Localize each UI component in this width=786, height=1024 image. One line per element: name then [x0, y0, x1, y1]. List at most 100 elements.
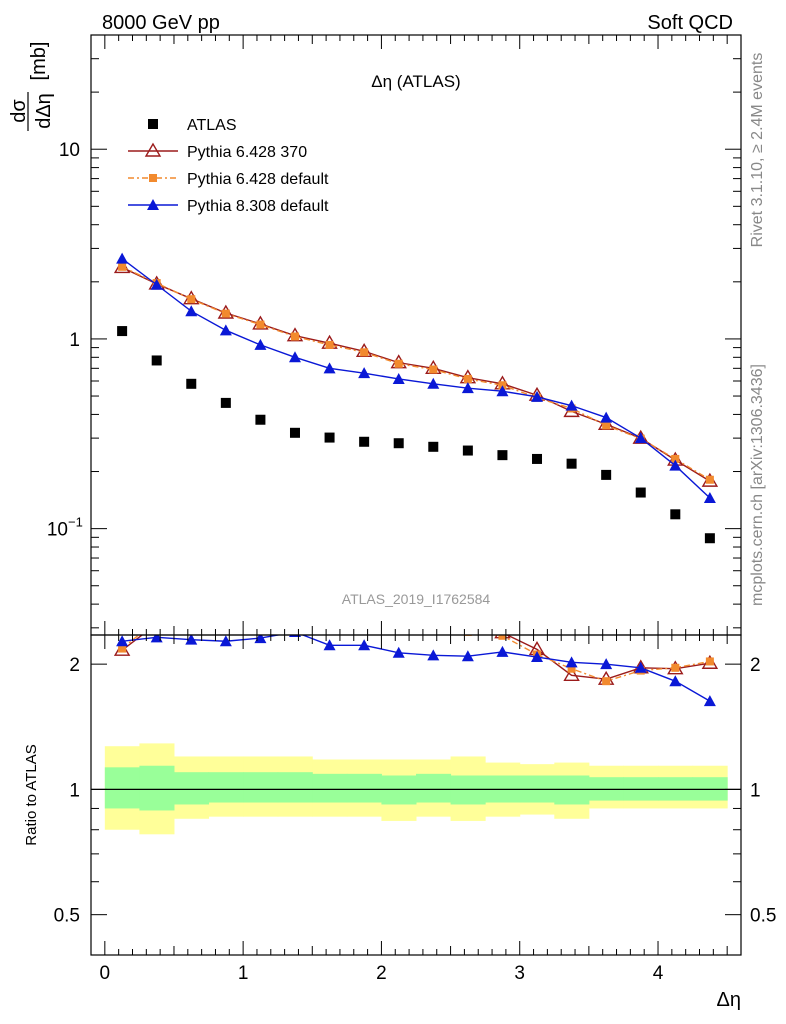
- data-point: [289, 427, 300, 438]
- ratio-data-point: [150, 617, 164, 629]
- ratio-data-point: [426, 610, 440, 622]
- ratio-data-point: [703, 695, 716, 707]
- data-point: [185, 305, 198, 317]
- ratio-data-point: [288, 569, 302, 581]
- ratio-data-point: [705, 657, 714, 666]
- x-axis-label: Δη: [717, 989, 741, 1011]
- ratio-data-point: [254, 635, 267, 644]
- ratio-data-point: [392, 646, 405, 658]
- data-point: [187, 295, 196, 304]
- legend-marker: [148, 119, 158, 129]
- ratio-data-point: [187, 600, 195, 608]
- y-tick-label: 1: [69, 330, 80, 351]
- data-point: [359, 436, 370, 447]
- y-tick-label: 10: [59, 140, 80, 161]
- ratio-data-point: [184, 598, 198, 610]
- data-point: [670, 509, 681, 520]
- ratio-data-point: [498, 635, 507, 640]
- data-point: [705, 475, 714, 484]
- ratio-data-point: [185, 635, 198, 645]
- data-point: [256, 320, 265, 329]
- data-point: [116, 252, 129, 264]
- x-tick-label: 0: [100, 963, 111, 984]
- data-point: [360, 348, 369, 357]
- data-point: [531, 390, 544, 402]
- legend-marker: [149, 174, 157, 182]
- legend-label: Pythia 8.308 default: [187, 198, 329, 215]
- data-point: [601, 469, 612, 480]
- data-point: [428, 441, 439, 452]
- data-point: [462, 445, 473, 456]
- main-series: [113, 252, 719, 544]
- ratio-data-point: [395, 611, 403, 619]
- y-axis-label: dσ dΔη [mb]: [8, 42, 55, 131]
- ratio-series-line: [121, 635, 710, 680]
- data-point: [288, 351, 301, 363]
- data-point: [324, 432, 335, 443]
- header-process-label: Soft QCD: [647, 12, 733, 34]
- y-tick-label: 1: [69, 780, 80, 801]
- ratio-data-point: [461, 650, 474, 662]
- ratio-data-point: [634, 661, 647, 673]
- data-point: [634, 432, 647, 444]
- y-tick-label-right: 0.5: [750, 906, 776, 927]
- ratio-plot-frame: [90, 634, 742, 956]
- legend-marker: [144, 142, 162, 157]
- data-point: [566, 458, 577, 469]
- data-point: [325, 340, 334, 349]
- x-tick-label: 2: [376, 963, 387, 984]
- legend-marker: [147, 199, 159, 210]
- ratio-data-point: [253, 573, 267, 585]
- ratio-data-point: [563, 666, 580, 682]
- band-inner: [139, 765, 175, 811]
- ratio-series-line: [121, 635, 711, 682]
- ratio-data-point: [496, 645, 509, 657]
- data-point: [254, 338, 267, 350]
- data-point: [461, 382, 474, 394]
- ratio-uncertainty-bands: [104, 743, 728, 835]
- y-tick-label: 0.5: [54, 906, 80, 927]
- ratio-plot-panel: 0 1 2 3 4 2 2 1 1 0.5 0.5 Ratio to ATLAS Δη: [23, 569, 776, 1011]
- ratio-data-point: [323, 639, 336, 651]
- band-inner: [312, 773, 348, 803]
- series-line: [121, 266, 711, 481]
- data-point: [671, 454, 680, 463]
- band-inner: [243, 772, 279, 803]
- data-point: [463, 374, 472, 383]
- mcplots-label: mcplots.cern.ch [arXiv:1306.3436]: [749, 364, 766, 606]
- ratio-data-point: [427, 649, 440, 661]
- data-point: [392, 372, 405, 384]
- y-tick-label: 2: [69, 655, 80, 676]
- data-point: [704, 533, 715, 544]
- legend-label: Pythia 6.428 370: [187, 144, 307, 161]
- data-point: [427, 377, 440, 389]
- data-point: [565, 399, 578, 411]
- ratio-data-point: [567, 664, 576, 673]
- main-axis-ticks: [91, 34, 741, 635]
- y-tick-label-right: 2: [750, 655, 761, 676]
- header-energy-label: 8000 GeV pp: [102, 12, 220, 34]
- data-point: [117, 326, 128, 337]
- analysis-label: ATLAS_2019_I1762584: [342, 591, 491, 607]
- data-point: [118, 262, 127, 271]
- data-point: [219, 324, 232, 336]
- ratio-axis-ticks: [91, 635, 741, 956]
- y-tick-label: 10: [47, 520, 68, 541]
- plot-title: Δη (ATLAS): [371, 72, 460, 91]
- y-axis-label-numerator: dσ: [8, 99, 30, 123]
- ratio-data-point: [392, 606, 406, 618]
- y-axis-label-denominator: dΔη: [33, 93, 55, 129]
- band-inner: [208, 772, 244, 803]
- ratio-data-point: [150, 635, 163, 643]
- data-point: [532, 453, 543, 464]
- data-point: [393, 438, 404, 449]
- band-inner: [173, 772, 210, 805]
- data-point: [497, 450, 508, 461]
- data-point: [220, 397, 231, 408]
- ratio-data-point: [565, 656, 578, 668]
- data-point: [429, 365, 438, 374]
- data-point: [290, 332, 299, 341]
- data-point: [358, 367, 371, 379]
